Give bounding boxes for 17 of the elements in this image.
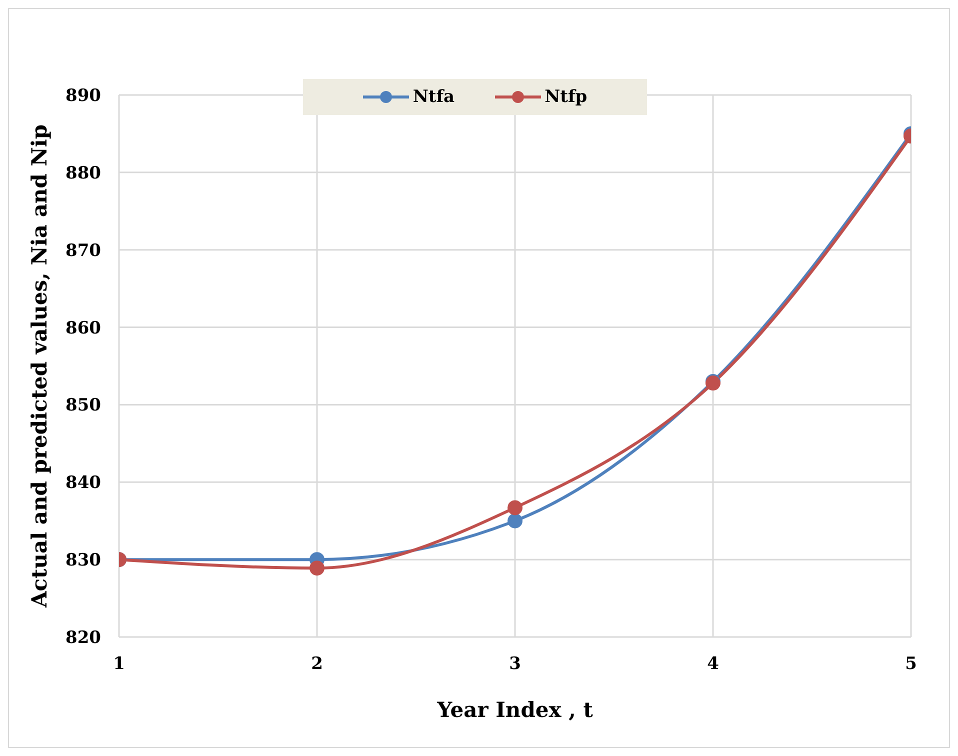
y-tick-label: 820	[66, 628, 102, 648]
x-tick-label: 5	[905, 654, 917, 674]
legend-label: Ntfp	[544, 87, 588, 107]
y-tick-label: 830	[66, 550, 102, 571]
x-axis-title: Year Index , t	[436, 697, 594, 722]
y-axis-title: Actual and predicted values, Nia and Nip	[26, 124, 52, 609]
x-tick-label: 3	[509, 654, 521, 674]
legend-label: Ntfa	[412, 87, 455, 107]
x-tick-label: 2	[311, 654, 323, 674]
y-tick-label: 860	[66, 318, 102, 338]
y-tick-label: 870	[66, 240, 102, 261]
y-tick-label: 880	[66, 163, 102, 184]
y-tick-label: 840	[66, 473, 102, 494]
x-tick-label: 1	[113, 654, 125, 674]
y-tick-label: 850	[66, 396, 102, 416]
x-tick-label: 4	[707, 654, 720, 674]
y-tick-label: 890	[66, 86, 102, 106]
